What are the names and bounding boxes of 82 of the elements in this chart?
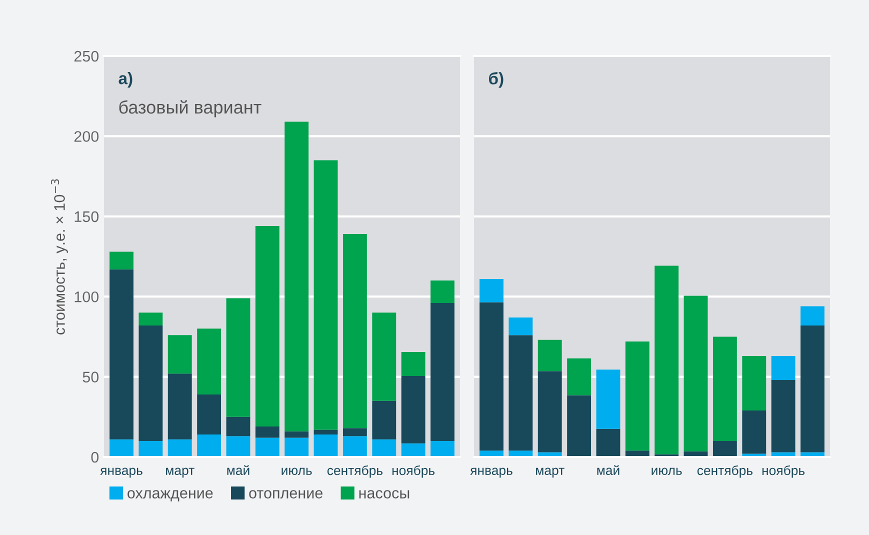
- bar: [508, 335, 533, 451]
- y-tick-label: 200: [74, 131, 99, 142]
- x-tick-label: май: [597, 465, 620, 476]
- legend-label: охлаждение: [128, 490, 213, 502]
- bar: [284, 122, 309, 432]
- text: а): [118, 72, 132, 88]
- bar: [567, 358, 592, 396]
- bar: [284, 438, 309, 457]
- bar: [712, 440, 737, 457]
- bar: [684, 296, 708, 452]
- x-tick-label: сентябрь: [327, 465, 382, 478]
- bar: [226, 416, 250, 436]
- y-tick-label: 100: [74, 291, 99, 302]
- bar: [625, 342, 650, 451]
- x-tick-label: январь: [100, 468, 142, 478]
- bar: [401, 376, 426, 444]
- text: б): [489, 72, 504, 88]
- x-tick-label: январь: [470, 468, 512, 478]
- x-tick-label: сентябрь: [697, 465, 752, 478]
- bar: [538, 340, 562, 372]
- bar: [138, 312, 163, 326]
- x-tick-label: март: [166, 468, 194, 478]
- bar: [372, 312, 396, 401]
- bar: [712, 336, 737, 441]
- text: базовый вариант: [119, 100, 262, 118]
- bar: [654, 266, 679, 454]
- y-tick-label: 50: [82, 372, 99, 382]
- bar: [771, 356, 796, 380]
- bar: [255, 426, 280, 438]
- bar: [255, 438, 280, 457]
- bar: [342, 234, 367, 428]
- bar: [197, 394, 222, 435]
- bar: [596, 370, 620, 429]
- bar: [800, 325, 824, 452]
- bar: [168, 439, 192, 457]
- bar: [284, 431, 309, 438]
- bar: [342, 436, 367, 457]
- bar: [138, 325, 163, 441]
- legend-label: насосы: [359, 490, 410, 498]
- bar: [168, 335, 192, 374]
- y-tick-label: 250: [74, 50, 99, 62]
- bar: [226, 436, 250, 457]
- bar: [596, 428, 620, 457]
- bar: [742, 410, 766, 454]
- bar: [197, 328, 222, 394]
- bar: [430, 440, 454, 457]
- bar: [567, 395, 592, 457]
- bar: [314, 434, 338, 457]
- bar: [226, 298, 250, 417]
- y-tick-label: 150: [74, 211, 99, 222]
- bar: [401, 352, 426, 376]
- bar: [314, 160, 338, 430]
- bar: [110, 439, 134, 457]
- y-tick-label: 0: [91, 452, 99, 463]
- bar: [110, 252, 134, 270]
- bar: [430, 280, 454, 304]
- x-tick-label: ноябрь: [762, 465, 805, 478]
- bar: [480, 278, 504, 302]
- bar: [538, 371, 562, 452]
- bar: [342, 428, 367, 436]
- bar: [314, 430, 338, 435]
- y-axis-title: стоимость, у.е. × 10$^{−3}$: [50, 179, 68, 334]
- bar: [480, 302, 504, 451]
- x-tick-label: май: [227, 465, 250, 476]
- bar: [742, 356, 766, 410]
- legend-label: отопление: [249, 490, 322, 498]
- bar: [372, 400, 396, 440]
- bar: [430, 303, 454, 441]
- bar: [372, 439, 396, 457]
- bar: [508, 317, 533, 336]
- bar: [255, 226, 280, 427]
- x-tick-label: ноябрь: [392, 465, 435, 478]
- x-tick-label: март: [536, 468, 564, 478]
- bar: [771, 380, 796, 452]
- bar: [110, 269, 134, 440]
- bar: [197, 434, 222, 457]
- x-tick-label: июль: [652, 468, 682, 476]
- bar: [401, 443, 426, 457]
- bar: [138, 440, 163, 457]
- bar: [800, 306, 824, 326]
- bar: [168, 374, 192, 440]
- x-tick-label: июль: [282, 468, 312, 476]
